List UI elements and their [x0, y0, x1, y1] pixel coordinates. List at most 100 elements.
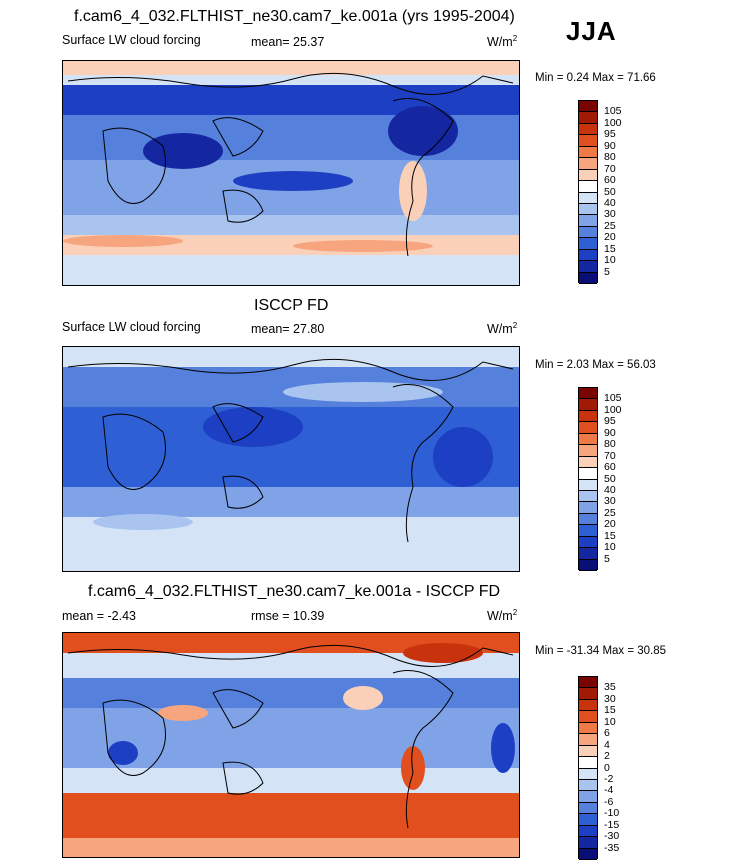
season-label: JJA [566, 16, 617, 46]
colorbar-tick-label: 20 [604, 231, 616, 244]
colorbar-segment [579, 502, 597, 514]
colorbar-segment [579, 192, 597, 204]
colorbar-tick-label: 40 [604, 196, 616, 209]
panel1-title: f.cam6_4_032.FLTHIST_ne30.cam7_ke.001a (… [74, 8, 515, 25]
colorbar-segment [579, 226, 597, 239]
colorbar-segment [579, 768, 597, 780]
colorbar-segment [579, 722, 597, 735]
colorbar-tick-label: -2 [604, 772, 614, 785]
colorbar-tick-label: 10 [604, 715, 616, 728]
colorbar-tick-label: 2 [604, 750, 610, 763]
colorbar-tick-label: 100 [604, 403, 622, 416]
panel3-minmax: Min = -31.34 Max = 30.85 [535, 645, 667, 657]
panel3-units: W/m2 [487, 608, 518, 624]
colorbar-segment [579, 734, 597, 746]
colorbar-segment [579, 272, 597, 284]
panel1-map-field [63, 61, 519, 285]
panel1-mean-label: mean= 25.37 [251, 35, 325, 49]
colorbar-tick-label: 60 [604, 174, 616, 187]
colorbar-tick-label: -30 [604, 830, 620, 843]
panel2-map [62, 346, 520, 572]
colorbar-segment [579, 169, 597, 182]
colorbar-tick-label: 35 [604, 681, 616, 694]
colorbar-segment [579, 468, 597, 480]
colorbar-tick-label: 40 [604, 483, 616, 496]
colorbar-segment [579, 399, 597, 411]
colorbar-segment [579, 456, 597, 469]
colorbar-segment [579, 479, 597, 491]
colorbar-tick-label: 5 [604, 265, 610, 278]
colorbar-tick-label: 15 [604, 704, 616, 717]
colorbar-tick-label: 80 [604, 438, 616, 451]
panel2-units: W/m2 [487, 321, 518, 337]
colorbar-tick-label: 30 [604, 208, 616, 221]
colorbar-tick-label: 10 [604, 254, 616, 267]
colorbar-segment [579, 422, 597, 434]
colorbar-segment [579, 135, 597, 147]
colorbar-tick-label: 5 [604, 552, 610, 565]
colorbar-tick-label: 25 [604, 506, 616, 519]
colorbar-tick-label: 0 [604, 761, 610, 774]
colorbar-segment [579, 513, 597, 526]
colorbar-segment [579, 410, 597, 423]
panel1-map [62, 60, 520, 286]
colorbar-segment [579, 757, 597, 769]
colorbar-tick-label: 25 [604, 219, 616, 232]
colorbar-segment [579, 203, 597, 216]
panel1-variable-label: Surface LW cloud forcing [62, 33, 201, 47]
colorbar-segment [579, 559, 597, 571]
colorbar-segment [579, 146, 597, 159]
panel3-map-field [63, 633, 519, 857]
colorbar-tick-label: -4 [604, 784, 614, 797]
colorbar-segment [579, 525, 597, 537]
colorbar-tick-label: 50 [604, 472, 616, 485]
colorbar-tick-label: -15 [604, 818, 620, 831]
panel3-mean-label: mean = -2.43 [62, 609, 137, 623]
colorbar-tick-label: 30 [604, 495, 616, 508]
colorbar-segment [579, 181, 597, 193]
panel2-map-field [63, 347, 519, 571]
colorbar-segment [579, 677, 597, 689]
colorbar-segment [579, 711, 597, 723]
colorbar-tick-label: -10 [604, 807, 620, 820]
colorbar-tick-label: 105 [604, 392, 622, 405]
panel2-colorbar: 105 100 95 90 80 70 60 50 40 30 25 20 15 10 5 [578, 387, 622, 571]
colorbar-tick-label: 70 [604, 162, 616, 175]
colorbar-segment [579, 238, 597, 250]
colorbar-tick-label: 50 [604, 185, 616, 198]
colorbar-tick-label: 15 [604, 529, 616, 542]
colorbar-tick-label: 95 [604, 128, 616, 141]
colorbar-segment [579, 490, 597, 503]
colorbar-segment [579, 688, 597, 700]
colorbar-tick-label: 100 [604, 116, 622, 129]
colorbar-segment [579, 433, 597, 446]
colorbar-tick-label: 90 [604, 426, 616, 439]
colorbar-segment [579, 825, 597, 838]
colorbar-segment [579, 388, 597, 400]
panel3-colorbar: 35 30 15 10 6 4 2 0 -2 -4 -6 -10 -15 -30 -35 [578, 676, 619, 860]
panel1-units: W/m2 [487, 34, 518, 50]
colorbar-tick-label: 10 [604, 541, 616, 554]
colorbar-tick-label: 30 [604, 692, 616, 705]
colorbar-tick-label: 6 [604, 727, 610, 740]
colorbar-segment [579, 158, 597, 170]
colorbar-segment [579, 848, 597, 860]
panel2-title: ISCCP FD [254, 297, 329, 314]
colorbar-tick-label: -35 [604, 841, 620, 854]
panel1-minmax: Min = 0.24 Max = 71.66 [535, 72, 656, 84]
colorbar-segment [579, 112, 597, 124]
colorbar-segment [579, 249, 597, 262]
colorbar-segment [579, 837, 597, 849]
colorbar-segment [579, 123, 597, 136]
colorbar-tick-label: 20 [604, 518, 616, 531]
colorbar-tick-label: 15 [604, 242, 616, 255]
panel3-title: f.cam6_4_032.FLTHIST_ne30.cam7_ke.001a -… [88, 583, 501, 600]
panel2-minmax: Min = 2.03 Max = 56.03 [535, 359, 656, 371]
colorbar-segment [579, 215, 597, 227]
colorbar-segment [579, 745, 597, 758]
colorbar-segment [579, 779, 597, 792]
colorbar-tick-label: 90 [604, 139, 616, 152]
panel3-map [62, 632, 520, 858]
colorbar-segment [579, 548, 597, 560]
colorbar-tick-label: 105 [604, 105, 622, 118]
